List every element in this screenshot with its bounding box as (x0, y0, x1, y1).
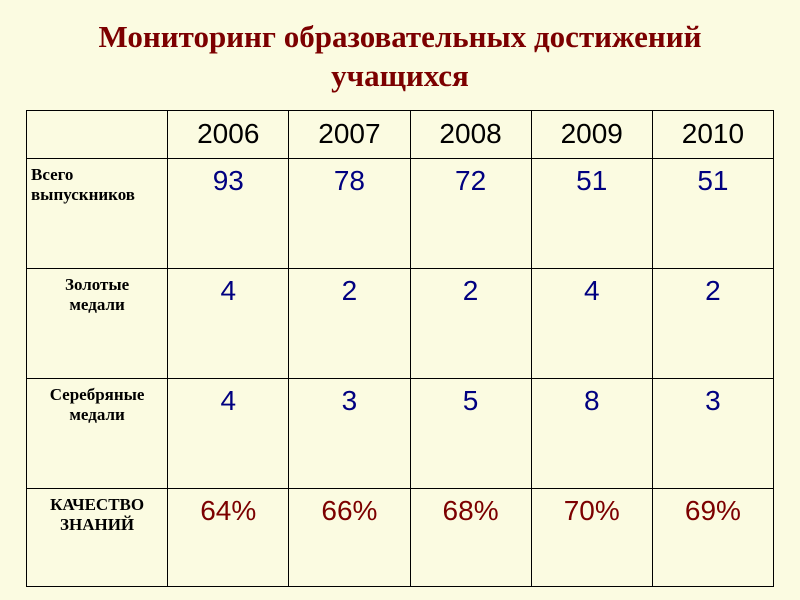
year-col: 2007 (289, 110, 410, 158)
cell-value: 51 (531, 158, 652, 268)
title-line-2: учащихся (331, 58, 469, 93)
cell-value: 5 (410, 378, 531, 488)
slide: Мониторинг образовательных достижений уч… (0, 0, 800, 600)
row-label-text: медали (69, 295, 124, 314)
table-row: КАЧЕСТВО ЗНАНИЙ 64% 66% 68% 70% 69% (27, 488, 774, 586)
table-row: Всего выпускников 93 78 72 51 51 (27, 158, 774, 268)
row-label-text: Золотые (65, 275, 129, 294)
row-label-text: КАЧЕСТВО (50, 495, 144, 514)
row-label-text: выпускников (31, 185, 135, 204)
year-col: 2008 (410, 110, 531, 158)
row-label-quality: КАЧЕСТВО ЗНАНИЙ (27, 488, 168, 586)
page-title: Мониторинг образовательных достижений уч… (26, 18, 774, 96)
cell-value: 72 (410, 158, 531, 268)
header-blank (27, 110, 168, 158)
cell-value: 69% (652, 488, 773, 586)
cell-value: 2 (289, 268, 410, 378)
year-col: 2006 (168, 110, 289, 158)
table-header-row: 2006 2007 2008 2009 2010 (27, 110, 774, 158)
row-label-text: Серебряные (50, 385, 145, 404)
cell-value: 4 (531, 268, 652, 378)
cell-value: 4 (168, 378, 289, 488)
cell-value: 66% (289, 488, 410, 586)
cell-value: 8 (531, 378, 652, 488)
cell-value: 93 (168, 158, 289, 268)
row-label-text: Всего (31, 165, 73, 184)
cell-value: 51 (652, 158, 773, 268)
year-col: 2009 (531, 110, 652, 158)
row-label-graduates: Всего выпускников (27, 158, 168, 268)
achievements-table: 2006 2007 2008 2009 2010 Всего выпускник… (26, 110, 774, 587)
cell-value: 2 (652, 268, 773, 378)
table-row: Серебряные медали 4 3 5 8 3 (27, 378, 774, 488)
row-label-text: ЗНАНИЙ (60, 515, 134, 534)
cell-value: 70% (531, 488, 652, 586)
cell-value: 4 (168, 268, 289, 378)
cell-value: 68% (410, 488, 531, 586)
row-label-silver: Серебряные медали (27, 378, 168, 488)
cell-value: 3 (652, 378, 773, 488)
row-label-gold: Золотые медали (27, 268, 168, 378)
year-col: 2010 (652, 110, 773, 158)
cell-value: 3 (289, 378, 410, 488)
row-label-text: медали (69, 405, 124, 424)
cell-value: 2 (410, 268, 531, 378)
cell-value: 78 (289, 158, 410, 268)
cell-value: 64% (168, 488, 289, 586)
table-row: Золотые медали 4 2 2 4 2 (27, 268, 774, 378)
title-line-1: Мониторинг образовательных достижений (99, 19, 702, 54)
